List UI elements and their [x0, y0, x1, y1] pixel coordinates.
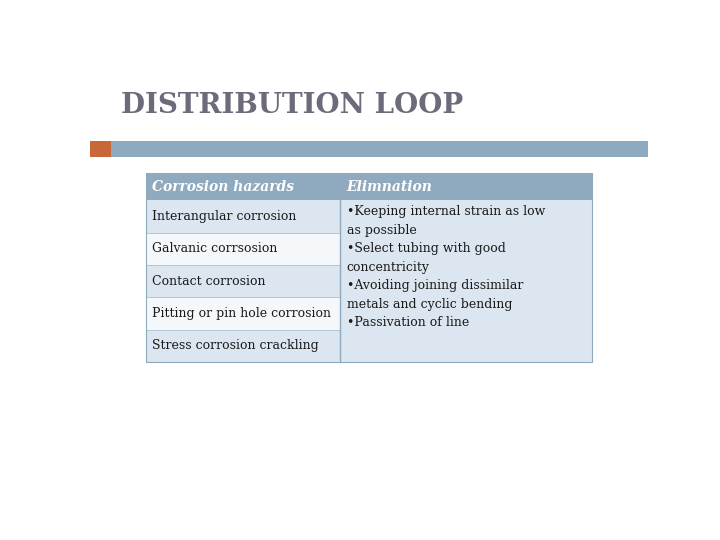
Bar — [90, 141, 648, 157]
Text: Interangular corrosion: Interangular corrosion — [153, 210, 297, 223]
Bar — [145, 233, 340, 265]
Text: Elimnation: Elimnation — [347, 180, 433, 194]
Text: Contact corrosion: Contact corrosion — [153, 275, 266, 288]
Text: DISTRIBUTION LOOP: DISTRIBUTION LOOP — [121, 92, 463, 119]
Bar — [145, 265, 340, 298]
Text: Stress corrosion crackling: Stress corrosion crackling — [153, 340, 319, 353]
Bar — [145, 173, 593, 362]
Text: Galvanic corrsosion: Galvanic corrsosion — [153, 242, 278, 255]
Bar — [145, 173, 593, 362]
Text: Pitting or pin hole corrosion: Pitting or pin hole corrosion — [153, 307, 331, 320]
Bar — [90, 141, 111, 157]
Text: Corrosion hazards: Corrosion hazards — [153, 180, 294, 194]
Bar — [145, 330, 340, 362]
Bar — [145, 173, 593, 200]
Bar — [145, 298, 340, 330]
Bar — [145, 200, 340, 233]
Text: •Keeping internal strain as low
as possible
•Select tubing with good
concentrici: •Keeping internal strain as low as possi… — [347, 205, 545, 329]
